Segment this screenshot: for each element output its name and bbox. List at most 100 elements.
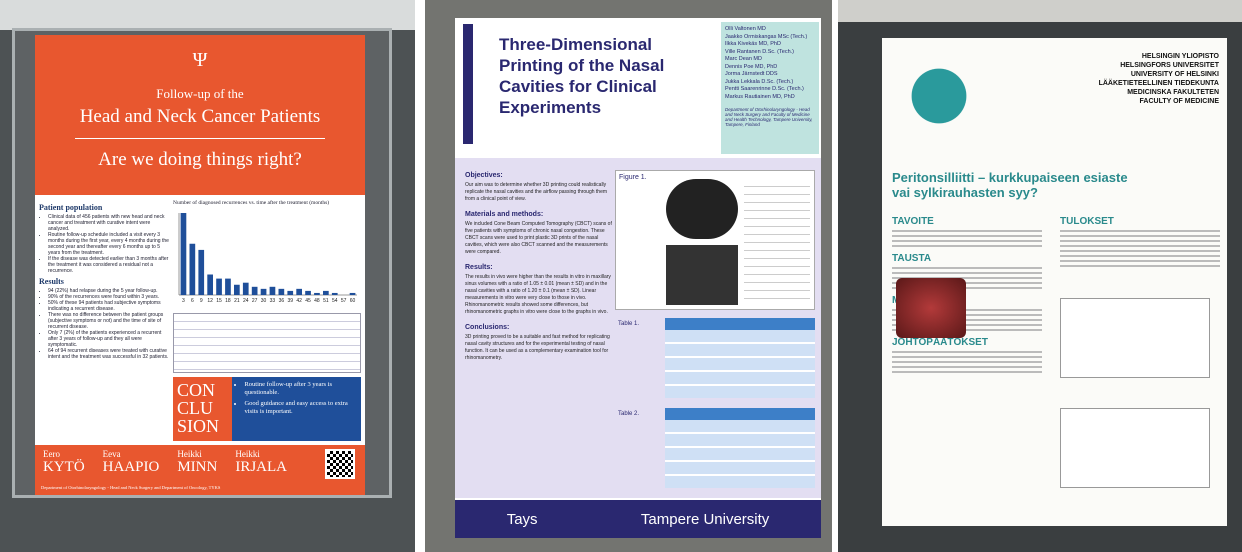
- bar: [314, 292, 320, 295]
- bar: [349, 292, 356, 295]
- text-line: [892, 277, 1042, 279]
- author: Jaakko Ormiskangas MSc (Tech.): [725, 33, 808, 40]
- university-line: HELSINGFORS UNIVERSITET: [1120, 62, 1219, 69]
- bullet: There was no difference between the pati…: [48, 312, 169, 330]
- bullet: Clinical data of 456 patients with new h…: [48, 214, 169, 232]
- conclusion-part: SION: [177, 416, 220, 436]
- text-line: [892, 314, 1042, 316]
- table: Table 2.: [615, 408, 815, 488]
- graph: [744, 179, 810, 305]
- x-tick-label: 48: [314, 298, 320, 304]
- table-grid: [665, 318, 815, 398]
- text-line: [892, 235, 1042, 237]
- conclusion-item: Good guidance and easy access to extra v…: [244, 400, 357, 416]
- university-logo: [894, 56, 984, 136]
- author-last: MINN: [177, 459, 218, 475]
- authors: Eero KYTÖ Eeva HAAPIO Heikki MINN Heikki IRJALA: [35, 445, 365, 495]
- x-tick-label: 12: [207, 298, 213, 304]
- author-last: IRJALA: [235, 459, 288, 475]
- table: Table 1.: [615, 318, 815, 398]
- x-tick-label: 9: [200, 298, 203, 304]
- left-column: TAVOITETAUSTAMITÄ TEHTIINJOHTOPÄÄTÖKSET: [892, 210, 1042, 376]
- poster: HELSINGIN YLIOPISTO HELSINGFORS UNIVERSIT…: [882, 38, 1227, 526]
- tables: Table 1. Table 2.: [615, 318, 815, 498]
- text-line: [892, 371, 1042, 373]
- text-line: [892, 361, 1042, 363]
- bullet: 94 (22%) had relapse during the 5 year f…: [48, 288, 169, 294]
- author: Eeva HAAPIO: [103, 449, 160, 491]
- text-line: [892, 245, 1042, 247]
- text-line: [892, 240, 1042, 242]
- footer: Department of Otorhinolaryngology - Head…: [41, 485, 221, 490]
- text-line: [892, 319, 1042, 321]
- title: Three-Dimensional Printing of the Nasal …: [499, 35, 665, 117]
- figure-label: Figure 1.: [619, 174, 647, 181]
- author: Heikki MINN: [177, 449, 217, 491]
- conclusion-word: CON CLU SION: [173, 377, 233, 441]
- ceiling: [838, 0, 1242, 22]
- text-line: [1060, 250, 1220, 252]
- author-first: Heikki: [235, 449, 260, 459]
- text-line: [892, 351, 1042, 353]
- section-heading: TAVOITE: [892, 216, 934, 227]
- author: Heikki IRJALA: [235, 449, 287, 491]
- university-line: HELSINGIN YLIOPISTO: [1141, 53, 1219, 60]
- sections: Patient population Clinical data of 456 p…: [39, 200, 169, 430]
- photo-left: Ψ Follow-up of the Head and Neck Cancer …: [0, 0, 415, 552]
- x-tick-label: 57: [341, 298, 347, 304]
- text-line: [892, 267, 1042, 269]
- x-tick-label: 45: [305, 298, 311, 304]
- bar: [305, 290, 311, 295]
- section-heading: Materials and methods:: [465, 211, 544, 218]
- bar: [225, 278, 231, 295]
- text-line: [892, 366, 1042, 368]
- header: Ψ Follow-up of the Head and Neck Cancer …: [35, 35, 365, 195]
- text-line: [892, 287, 1042, 289]
- section-heading: Objectives:: [465, 172, 503, 179]
- bullet: Routine follow-up schedule included a vi…: [48, 232, 169, 256]
- box-plot: [1060, 298, 1210, 378]
- bullet-list: 94 (22%) had relapse during the 5 year f…: [39, 288, 169, 360]
- dot-plot: [1060, 408, 1210, 488]
- bar: [207, 274, 213, 295]
- text-line: [892, 329, 1042, 331]
- scan: [666, 245, 738, 305]
- section-heading: Conclusions:: [465, 324, 510, 331]
- x-tick-label: 30: [261, 298, 267, 304]
- section-heading: TULOKSET: [1060, 216, 1114, 227]
- x-tick-label: 18: [225, 298, 231, 304]
- author: Jorma Järnstedt DDS: [725, 71, 778, 77]
- author-last: KYTÖ: [43, 459, 85, 475]
- university-line: LÄÄKETIETEELLINEN TIEDEKUNTA: [1098, 80, 1219, 87]
- x-tick-label: 24: [243, 298, 249, 304]
- bar: [242, 282, 249, 295]
- section-heading: Results:: [465, 264, 493, 271]
- question: Are we doing things right?: [98, 149, 302, 170]
- section-heading: TAUSTA: [892, 253, 932, 264]
- text-line: [1060, 255, 1220, 257]
- logos: Tays Tampere University: [455, 500, 821, 538]
- bar: [287, 290, 294, 295]
- right-column: TULOKSET: [1060, 210, 1220, 270]
- university-line: UNIVERSITY OF HELSINKI: [1130, 71, 1219, 78]
- conclusion-item: Routine follow-up after 3 years is quest…: [244, 381, 357, 397]
- author-first: Heikki: [177, 449, 202, 459]
- x-tick-label: 27: [252, 298, 258, 304]
- conclusion-list: Routine follow-up after 3 years is quest…: [232, 377, 361, 441]
- title: Peritonsilliitti – kurkkupaiseen esiaste…: [892, 170, 1128, 200]
- section-text: The results in vivo were higher than the…: [465, 274, 611, 315]
- text-line: [1060, 235, 1220, 237]
- scan: [666, 179, 738, 239]
- text-line: [892, 282, 1042, 284]
- accent-bar: [463, 24, 473, 144]
- bar: [331, 292, 338, 295]
- photo: [896, 278, 966, 338]
- kicker: Follow-up of the: [156, 86, 244, 101]
- title: Head and Neck Cancer Patients: [79, 106, 321, 127]
- text-line: [892, 272, 1042, 274]
- chart-title: Number of diagnosed recurrences vs. time…: [173, 200, 330, 206]
- university-line: FACULTY OF MEDICINE: [1139, 98, 1219, 105]
- author: Markus Rautiainen MD, PhD: [725, 93, 795, 100]
- table-label: Table 1.: [618, 321, 640, 327]
- conclusion-part: CLU: [177, 398, 213, 418]
